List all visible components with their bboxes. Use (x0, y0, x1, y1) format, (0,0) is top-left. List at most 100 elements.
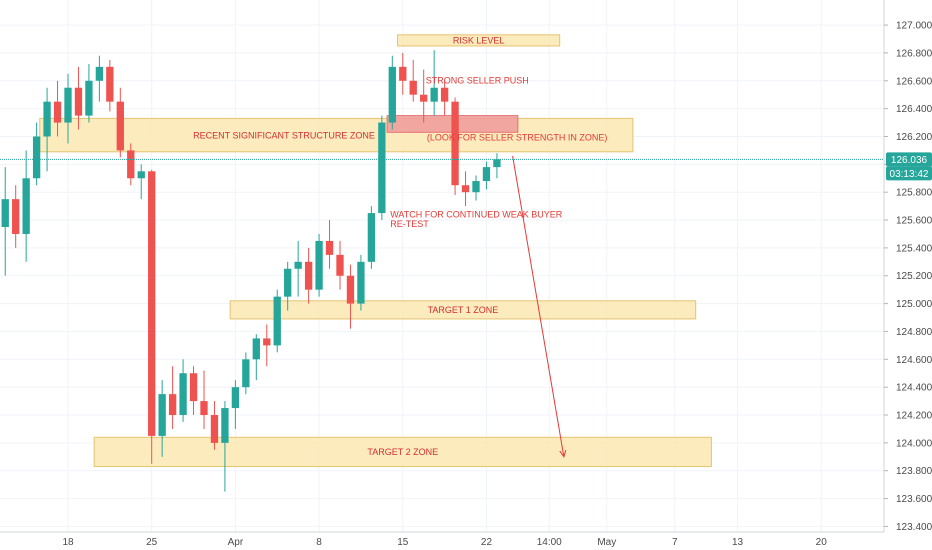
candle-body[interactable] (472, 181, 480, 193)
y-tick-label: 125.000 (896, 299, 932, 310)
candle-body[interactable] (53, 101, 62, 123)
zone-rect[interactable] (229, 300, 697, 320)
candle-body[interactable] (231, 387, 240, 409)
countdown-tag-bg (886, 166, 932, 181)
candle-body[interactable] (451, 101, 459, 186)
y-axis[interactable]: 127.000 126.800 126.600 126.400 126.200 126.0… (884, 21, 932, 533)
candle-body[interactable] (304, 261, 313, 290)
candle-body[interactable] (336, 254, 344, 276)
candle-body[interactable] (252, 338, 260, 360)
candle-body[interactable] (430, 87, 438, 102)
y-tick-label: 123.600 (896, 494, 932, 505)
candle-body[interactable] (106, 66, 114, 102)
zone-rect[interactable] (93, 436, 712, 468)
candle-body[interactable] (158, 394, 166, 436)
candle-body[interactable] (43, 101, 51, 137)
x-tick-label: 20 (816, 537, 828, 548)
zone-label: TARGET 2 ZONE (367, 447, 438, 457)
candle-body[interactable] (346, 275, 355, 304)
candle-body[interactable] (127, 150, 135, 179)
zone-label: RISK LEVEL (453, 36, 505, 46)
candle-body[interactable] (22, 178, 30, 234)
candle-body[interactable] (273, 296, 281, 346)
candle-body[interactable] (32, 136, 41, 179)
x-tick-label: Apr (228, 537, 244, 548)
current-price-tag: 126.036 03:13:42 (886, 152, 932, 181)
y-tick-label: 125.200 (896, 271, 932, 282)
candle-body[interactable] (357, 261, 365, 304)
y-tick-label: 125.600 (896, 216, 932, 227)
candle-body[interactable] (367, 213, 376, 262)
y-tick-label: 123.800 (896, 466, 932, 477)
candle-body[interactable] (440, 87, 449, 102)
y-tick-label: 124.000 (896, 438, 932, 449)
candle-body[interactable] (221, 408, 229, 443)
candle-body[interactable] (179, 373, 187, 416)
x-tick-label: 25 (146, 537, 158, 548)
y-tick-label: 126.400 (896, 104, 932, 115)
candle-body[interactable] (420, 94, 428, 102)
y-tick-label: 125.800 (896, 188, 932, 199)
x-tick-label: 14:00 (537, 537, 562, 548)
zone-rect[interactable] (39, 117, 634, 153)
x-tick-label: 18 (62, 537, 74, 548)
zone-label: TARGET 1 ZONE (428, 305, 499, 315)
candle-body[interactable] (12, 199, 20, 234)
candle-body[interactable] (116, 101, 124, 151)
x-tick-label: 15 (397, 537, 409, 548)
candle-body[interactable] (284, 268, 292, 297)
y-tick-label: 126.200 (896, 132, 932, 143)
current-price-tag-bg (886, 152, 932, 167)
x-tick-label: May (597, 537, 616, 548)
candle-body[interactable] (325, 240, 334, 255)
candle-body[interactable] (137, 171, 145, 179)
y-tick-label: 125.400 (896, 243, 932, 254)
zone-rect[interactable] (397, 34, 561, 47)
x-tick-label: 13 (732, 537, 744, 548)
y-tick-label: 126.800 (896, 48, 932, 59)
zones-layer[interactable]: RISK LEVEL RECENT SIGNIFICANT STRUCTURE Z… (39, 34, 712, 468)
candle-body[interactable] (189, 373, 198, 402)
candle-body[interactable] (148, 171, 156, 436)
candle-body[interactable] (409, 80, 417, 95)
y-tick-label: 123.400 (896, 522, 932, 533)
current-price-label: 126.036 (891, 155, 928, 166)
projection-arrow[interactable] (512, 155, 567, 458)
candle-body[interactable] (64, 87, 72, 123)
y-tick-label: 124.600 (896, 355, 932, 366)
candle-body[interactable] (294, 261, 302, 269)
candle-body[interactable] (493, 159, 501, 168)
candle-body[interactable] (461, 185, 470, 193)
candle-body[interactable] (74, 87, 83, 116)
candle-body[interactable] (482, 167, 491, 182)
candle-body[interactable] (85, 80, 93, 116)
arrow-head (559, 449, 567, 458)
candle-body[interactable] (1, 199, 9, 228)
annotation-text: WATCH FOR CONTINUED WEAK BUYER (390, 209, 563, 219)
candle-body[interactable] (315, 240, 323, 290)
candle-body[interactable] (388, 66, 396, 123)
candle-body[interactable] (200, 401, 208, 416)
y-tick-label: 124.200 (896, 411, 932, 422)
candle-body[interactable] (399, 66, 407, 81)
y-tick-label: 124.400 (896, 383, 932, 394)
zone-label: RECENT SIGNIFICANT STRUCTURE ZONE (193, 130, 375, 140)
countdown-label: 03:13:42 (890, 169, 929, 180)
annotations-layer: STRONG SELLER PUSH (LOOK FOR SELLER STREN… (390, 76, 607, 229)
y-tick-label: 127.000 (896, 21, 932, 32)
x-tick-label: 22 (481, 537, 493, 548)
x-axis[interactable]: 18 25 Apr 8 15 22 14:00 May 7 13 20 (62, 537, 827, 548)
y-tick-label: 126.600 (896, 76, 932, 87)
candle-body[interactable] (95, 66, 104, 81)
annotation-text: RE-TEST (390, 219, 429, 229)
arrow-shaft[interactable] (512, 155, 565, 457)
candle-body[interactable] (242, 359, 250, 388)
candle-body[interactable] (210, 415, 219, 443)
annotation-text: STRONG SELLER PUSH (426, 76, 529, 86)
candle-body[interactable] (168, 394, 177, 416)
candles-layer[interactable] (1, 50, 501, 492)
x-tick-label: 7 (672, 537, 678, 548)
candle-body[interactable] (378, 122, 386, 214)
candle-body[interactable] (263, 338, 271, 346)
